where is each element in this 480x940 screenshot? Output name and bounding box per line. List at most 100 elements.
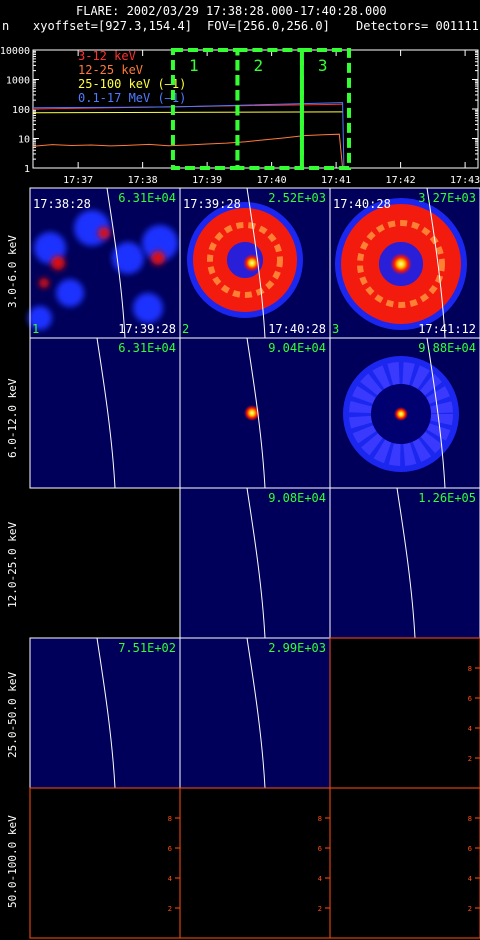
- image-background: [30, 338, 180, 488]
- image-panel: 2 4 6 8: [179, 787, 331, 939]
- y-tick-label: 10000: [0, 46, 30, 57]
- y-tick-label: 100: [12, 105, 30, 116]
- emission-patch: [142, 225, 178, 261]
- image-panel: 7.51E+02: [29, 637, 181, 789]
- ring-hotspots: [207, 222, 283, 298]
- interval-box: [299, 48, 352, 170]
- solar-limb: [106, 187, 126, 339]
- axis-tick-label: 8: [468, 815, 472, 823]
- panel-max-value: 2.52E+03: [268, 191, 326, 205]
- panel-end-time: 17:40:28: [268, 322, 326, 336]
- solar-limb: [246, 337, 266, 489]
- panel-start-time: 17:39:28: [183, 197, 241, 211]
- xyoffset-label: xyoffset=[927.3,154.4]: [33, 19, 192, 33]
- x-tick-label: 17:37: [63, 175, 93, 186]
- image-panel: 2 4 6 8: [329, 637, 480, 789]
- image-panel: 2.99E+03: [179, 637, 331, 789]
- bright-source: [390, 253, 412, 275]
- panel-index: 3: [332, 322, 339, 336]
- empty-axes-frame: [329, 637, 480, 789]
- solar-limb: [426, 337, 446, 489]
- solar-limb: [396, 487, 416, 639]
- panel-index: 2: [182, 322, 189, 336]
- bright-source: [243, 254, 261, 272]
- x-tick-label: 17:40: [257, 175, 287, 186]
- axis-tick-label: 6: [318, 845, 322, 853]
- axis-tick-label: 2: [318, 905, 322, 913]
- interval-label: 3: [318, 56, 328, 75]
- bright-source: [244, 405, 260, 421]
- panel-max-value: 3.27E+03: [418, 191, 476, 205]
- panel-max-value: 9.88E+04: [418, 341, 476, 355]
- axis-tick-label: 6: [468, 695, 472, 703]
- emission-patch: [56, 279, 84, 307]
- panel-end-time: 17:39:28: [118, 322, 176, 336]
- axis-tick-label: 2: [468, 905, 472, 913]
- detectors-label: Detectors= 0011111: [356, 19, 480, 33]
- image-panel: 6.31E+04: [29, 337, 181, 489]
- series-line-3: [32, 102, 345, 169]
- image-background: [330, 488, 480, 638]
- solar-limb: [246, 187, 266, 339]
- lightcurve-plot: 1 10 100 1000 10000 17:37 17:38 17:39 17:40 17:41…: [0, 46, 480, 186]
- image-background: [30, 638, 180, 788]
- y-tick-label: 10: [18, 135, 30, 146]
- series-line-1: [32, 133, 344, 169]
- panel-max-value: 1.26E+05: [418, 491, 476, 505]
- series-line-2: [32, 111, 343, 114]
- y-tick-label: 1: [24, 164, 30, 175]
- axis-tick-label: 2: [468, 755, 472, 763]
- axis-tick-label: 8: [168, 815, 172, 823]
- image-panel: 9.08E+04: [179, 487, 331, 639]
- solar-limb: [246, 487, 266, 639]
- emission-core: [151, 251, 165, 265]
- x-tick-label: 17:42: [386, 175, 416, 186]
- x-tick-label: 17:41: [321, 175, 351, 186]
- legend-entry: 3-12 keV: [78, 49, 136, 63]
- image-panel: 1.26E+05: [329, 487, 480, 639]
- axis-tick-label: 2: [168, 905, 172, 913]
- image-panel: 2.52E+03 17:39:28 17:40:28 2: [179, 187, 331, 339]
- axis-tick-label: 4: [318, 875, 322, 883]
- emission-patch: [133, 293, 163, 323]
- emission-core: [98, 227, 110, 239]
- interval-label: 2: [253, 56, 263, 75]
- empty-axes-frame: [329, 787, 480, 939]
- image-panel: 9.88E+04: [329, 337, 480, 489]
- panel-max-value: 6.31E+04: [118, 341, 176, 355]
- x-tick-label: 17:43: [450, 175, 480, 186]
- axis-tick-label: 8: [468, 665, 472, 673]
- panel-max-value: 9.08E+04: [268, 491, 326, 505]
- panel-max-value: 9.04E+04: [268, 341, 326, 355]
- image-panel: 9.04E+04: [179, 337, 331, 489]
- legend-entry: 0.1-17 MeV (–1): [78, 91, 186, 105]
- axis-tick-label: 4: [468, 875, 472, 883]
- ring-body: [349, 362, 453, 466]
- panel-start-time: 17:40:28: [333, 197, 391, 211]
- image-panel: 6.31E+04 17:38:28 17:39:28 1: [28, 187, 181, 339]
- panel-max-value: 7.51E+02: [118, 641, 176, 655]
- plot-title: FLARE: 2002/03/29 17:38:28.000-17:40:28.…: [76, 4, 387, 18]
- axis-tick-label: 6: [168, 845, 172, 853]
- panel-start-time: 17:38:28: [33, 197, 91, 211]
- emission-patch: [28, 306, 52, 330]
- image-panel: 2 4 6 8: [29, 787, 181, 939]
- legend-entry: 25-100 keV (–1): [78, 77, 186, 91]
- emission-core: [39, 278, 49, 288]
- empty-axes-frame: [179, 787, 331, 939]
- empty-axes-frame: [29, 787, 181, 939]
- axis-tick-label: 4: [468, 725, 472, 733]
- interval-label: 1: [189, 56, 199, 75]
- solar-limb: [426, 187, 446, 339]
- panel-max-value: 2.99E+03: [268, 641, 326, 655]
- image-background: [180, 638, 330, 788]
- x-tick-label: 17:39: [192, 175, 222, 186]
- emission-core: [51, 256, 65, 270]
- y-tick-label: 1000: [6, 76, 30, 87]
- panel-index: 1: [32, 322, 39, 336]
- axis-tick-label: 8: [318, 815, 322, 823]
- image-background: [180, 488, 330, 638]
- bright-source: [394, 407, 408, 421]
- solar-limb: [96, 337, 116, 489]
